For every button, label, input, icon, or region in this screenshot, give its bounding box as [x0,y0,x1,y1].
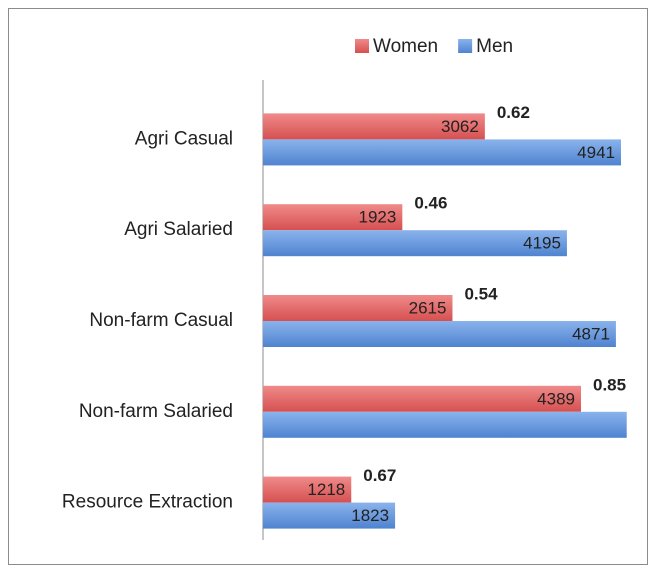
value-label: 4195 [523,234,561,253]
ratio-annotation: 0.62 [497,103,530,122]
legend-label: Men [476,36,513,57]
legend-swatch [355,39,369,53]
bar [263,502,396,529]
category-label: Non-farm Casual [89,310,233,331]
ratio-annotation: 0.85 [593,375,626,394]
bar [263,385,581,412]
value-label: 1923 [358,208,396,227]
bar [263,295,453,321]
value-label: 4941 [577,143,615,162]
legend-label: Women [373,36,438,57]
category-label: Agri Salaried [124,219,233,240]
legend-swatch [458,39,473,53]
chart-border [8,8,648,565]
bar [263,230,567,257]
value-label: 3062 [441,117,479,136]
category-label: Agri Casual [135,128,233,149]
bar [263,204,403,231]
bar [263,411,627,438]
category-label: Resource Extraction [62,492,233,513]
ratio-annotation: 0.54 [464,284,498,303]
value-label: 1823 [351,506,389,525]
ratio-annotation: 0.67 [363,466,396,485]
bar [263,476,352,503]
bar [263,139,621,166]
value-label: 4389 [537,389,575,408]
value-label: 1218 [307,480,345,499]
ratio-annotation: 0.46 [414,194,447,213]
value-label: 4871 [572,324,610,343]
value-label: 2615 [409,298,447,317]
bar [263,321,616,347]
category-label: Non-farm Salaried [79,401,233,422]
bar [263,113,485,140]
